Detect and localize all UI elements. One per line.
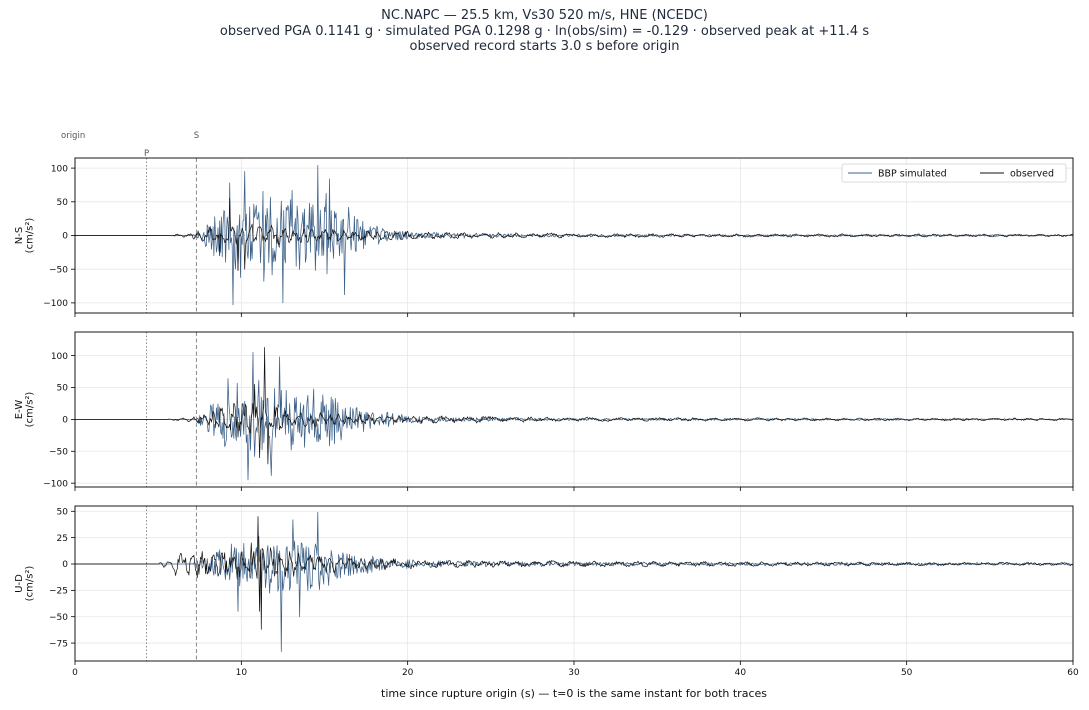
y-tick-label: −50 (49, 447, 68, 457)
legend: BBP simulated observed (841, 163, 1067, 183)
observed-trace (75, 516, 1074, 630)
grid (74, 332, 1074, 487)
y-tick-label: −75 (49, 639, 68, 649)
y-tick-label: −25 (49, 587, 68, 597)
y-axis-label-line: (cm/s²) (25, 392, 36, 428)
y-axis-label-line: (cm/s²) (25, 566, 36, 602)
y-tick-label: 0 (62, 560, 68, 570)
observed-trace (75, 198, 1074, 271)
y-axis-label: E-W(cm/s²) (14, 392, 36, 428)
phase-label-origin: origin (61, 131, 85, 141)
chart-title: NC.NAPC — 25.5 km, Vs30 520 m/s, HNE (NC… (0, 8, 1089, 55)
y-tick-label: −100 (43, 479, 68, 489)
title-line-3: observed record starts 3.0 s before orig… (409, 39, 680, 54)
x-tick-label: 60 (1067, 668, 1079, 678)
y-tick-label: −100 (43, 299, 68, 309)
grid (74, 506, 1074, 661)
y-axis-label-line: E-W (14, 400, 25, 420)
observed-trace (75, 346, 1074, 465)
y-tick-label: 50 (57, 384, 69, 394)
y-tick-label: 50 (57, 198, 69, 208)
legend-box (841, 163, 1067, 183)
title-line-2: observed PGA 0.1141 g · simulated PGA 0.… (219, 23, 870, 39)
y-tick-label: 0 (62, 416, 68, 426)
y-tick-label: 50 (57, 507, 69, 517)
x-tick-label: 0 (72, 668, 78, 678)
x-tick-label: 20 (402, 668, 414, 678)
y-tick-label: 100 (51, 352, 68, 362)
y-axis-label-line: N-S (14, 227, 25, 244)
y-axis-label: N-S(cm/s²) (14, 218, 36, 254)
x-tick-label: 30 (568, 668, 580, 678)
panel-n-s: −100 −50 0 50 100 N-S(cm/s²) BBP simulated obse… (14, 157, 1074, 317)
x-tick-label: 10 (236, 668, 248, 678)
title-line-1: NC.NAPC — 25.5 km, Vs30 520 m/s, HNE (NC… (381, 8, 708, 23)
y-tick-label: 0 (62, 232, 68, 242)
phase-label-s: S (194, 131, 199, 141)
panel-e-w: −100 −50 0 50 100 E-W(cm/s²) (14, 331, 1074, 491)
legend-label: BBP simulated (878, 169, 947, 180)
simulated-trace (75, 165, 1074, 306)
y-tick-label: −50 (49, 265, 68, 275)
y-tick-label: −50 (49, 613, 68, 623)
x-tick-label: 50 (901, 668, 913, 678)
y-tick-label: 100 (51, 164, 68, 174)
y-axis-label: U-D(cm/s²) (14, 566, 36, 602)
y-tick-label: 25 (57, 534, 68, 544)
x-tick-label: 40 (735, 668, 747, 678)
legend-label: observed (1010, 169, 1054, 180)
y-axis-label-line: U-D (14, 574, 25, 593)
panel-u-d: −75 −50 −25 0 25 50 0 10 20 30 40 50 60 U-D(cm/s²) (14, 505, 1079, 678)
y-axis-label-line: (cm/s²) (25, 218, 36, 254)
phase-label-p: P (144, 149, 149, 159)
x-axis-label: time since rupture origin (s) — t=0 is t… (381, 687, 767, 700)
